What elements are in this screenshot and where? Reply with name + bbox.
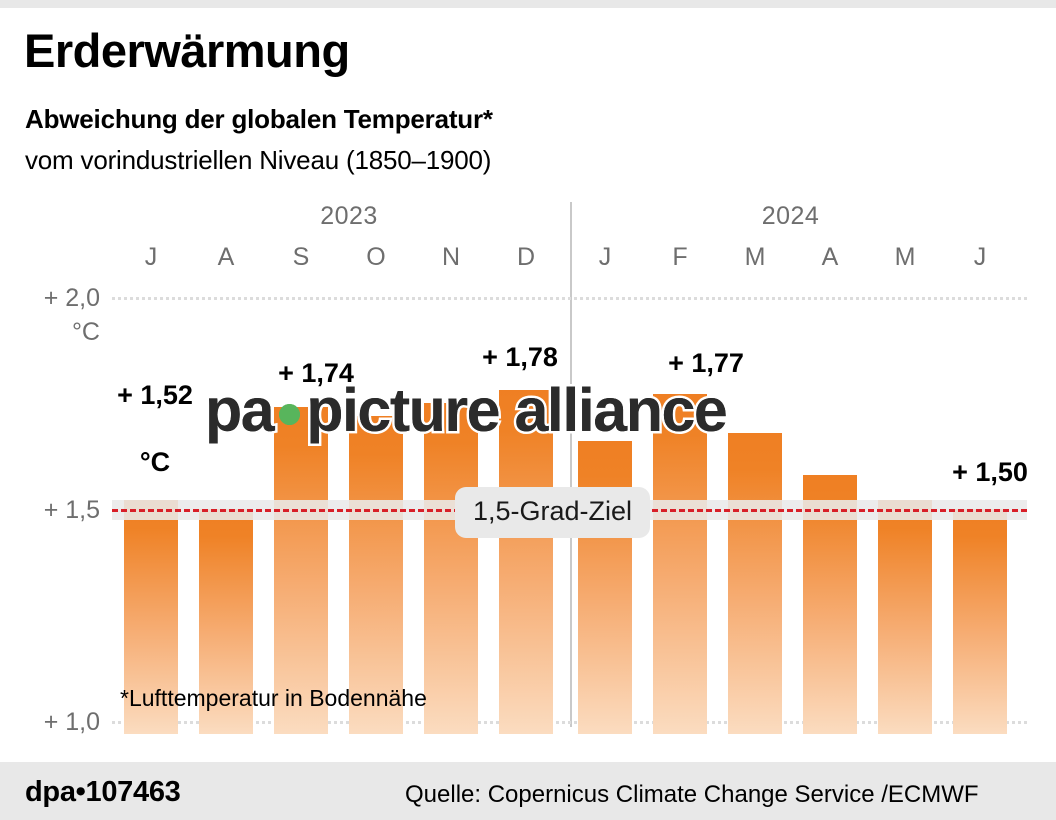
bar-6: [578, 441, 632, 734]
page-title: Erderwärmung: [24, 24, 350, 77]
value-unit-0: °C: [139, 447, 171, 477]
value-label-2: + 1,74: [278, 358, 354, 388]
y-tick-label-1-5: + 1,5: [43, 496, 100, 524]
chart-footnote: *Lufttemperatur in Bodennähe: [120, 685, 427, 711]
agency-id: dpa•107463: [25, 776, 181, 808]
month-label-9: A: [821, 243, 839, 271]
bar-3: [349, 416, 403, 734]
month-label-3: O: [366, 243, 386, 271]
month-label-10: M: [894, 243, 916, 271]
month-label-7: F: [672, 243, 688, 271]
bar-0: [124, 500, 178, 734]
month-label-4: N: [441, 243, 461, 271]
bar-8: [728, 433, 782, 734]
y-tick-label-2-0: + 2,0: [43, 284, 100, 312]
bar-1: [199, 509, 253, 734]
month-label-8: M: [744, 243, 766, 271]
value-label-0: + 1,52: [117, 380, 193, 410]
bar-4: [424, 403, 478, 734]
month-label-6: J: [598, 243, 612, 271]
footer-bar: [0, 762, 1056, 820]
year-group-label-2023: 2023: [320, 202, 378, 230]
month-label-2: S: [292, 243, 310, 271]
value-label-5: + 1,78: [482, 342, 558, 372]
value-label-11: + 1,50: [952, 457, 1028, 487]
year-group-label-2024: 2024: [761, 202, 820, 230]
top-bar: [0, 0, 1056, 8]
subtitle-line-2: vom vorindustriellen Niveau (1850–1900): [25, 145, 492, 175]
month-label-1: A: [217, 243, 235, 271]
month-label-5: D: [516, 243, 536, 271]
bar-11: [953, 509, 1007, 734]
gridline-2-0: [112, 297, 1027, 300]
target-chip-label: 1,5-Grad-Ziel: [455, 487, 651, 538]
month-label-11: J: [973, 243, 987, 271]
gridline-1-0: [112, 721, 1027, 724]
chart-plot-area: 2023 2024 J A S O N D J F M A M J + 2,0 …: [43, 202, 1028, 736]
month-label-0: J: [144, 243, 158, 271]
bar-5: [499, 390, 553, 734]
bar-2: [274, 407, 328, 734]
source-credit: Quelle: Copernicus Climate Change Servic…: [405, 781, 979, 808]
bar-10: [878, 500, 932, 734]
subtitle-line-1: Abweichung der globalen Temperatur*: [25, 104, 493, 134]
y-axis-unit-label: °C: [71, 318, 100, 346]
value-label-7: + 1,77: [668, 348, 744, 378]
bar-7: [653, 394, 707, 734]
year-divider: [570, 202, 572, 727]
y-tick-label-1-0: + 1,0: [43, 708, 100, 736]
